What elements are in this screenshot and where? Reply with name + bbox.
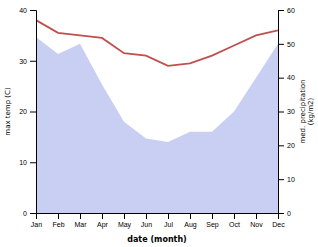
tick-label: 20 (287, 142, 295, 149)
tick-label: 40 (19, 7, 27, 14)
y2-axis: 0 10 20 30 40 50 60 (278, 7, 295, 217)
tick-label: Nov (250, 221, 263, 228)
tick-label: 30 (287, 108, 295, 115)
tick-mark (190, 213, 191, 219)
tick-mark (168, 213, 169, 219)
tick: Apr (97, 213, 109, 229)
tick-mark (30, 112, 36, 113)
tick-label: 0 (287, 210, 291, 217)
tick-mark (278, 179, 284, 180)
tick-mark (30, 10, 36, 11)
tick-mark (30, 213, 36, 214)
tick: Jun (141, 213, 152, 228)
axis-line (30, 11, 37, 214)
tick-label: May (118, 221, 132, 229)
tick-label: Jul (164, 221, 173, 228)
tick-label: Sep (206, 221, 219, 229)
tick: 40 (19, 7, 36, 14)
tick-label: Jun (141, 221, 152, 228)
tick-label: 30 (19, 57, 27, 64)
tick: 30 (278, 108, 295, 115)
tick-label: 50 (287, 41, 295, 48)
y2-axis-title-line: (kg/m2) (307, 97, 315, 125)
tick: 10 (278, 176, 295, 183)
tick-label: Aug (184, 221, 197, 229)
tick: Feb (52, 213, 64, 228)
tick: Jan (31, 213, 42, 228)
tick-label: 10 (287, 176, 295, 183)
tick-mark (102, 213, 103, 219)
tick-mark (212, 213, 213, 219)
precipitation-area (36, 37, 278, 213)
tick: Aug (184, 213, 197, 229)
plot: JanFebMarAprMayJunJulAugSepOctNovDec0102… (4, 7, 315, 244)
tick: Nov (250, 213, 263, 228)
tick: 30 (19, 57, 36, 64)
tick-mark (234, 213, 235, 219)
tick: 40 (278, 74, 295, 81)
tick: 20 (19, 108, 36, 115)
tick: 60 (278, 7, 295, 14)
axis-line (279, 11, 285, 214)
x-axis-title: date (month) (127, 235, 187, 244)
tick: Mar (74, 213, 87, 228)
tick: Sep (206, 213, 219, 229)
x-axis: Jan Feb Mar Apr May Jun Jul Aug Sep Oct Nov Dec (31, 213, 285, 229)
y2-axis-title: med. precipitation(kg/m2) (299, 79, 315, 143)
tick-mark (146, 213, 147, 219)
tick-label: Feb (52, 221, 64, 228)
tick-label: Jan (31, 221, 42, 228)
tick: Dec (272, 213, 285, 228)
tick-mark (278, 44, 284, 45)
tick-label: Oct (229, 221, 240, 228)
tick-mark (80, 213, 81, 219)
tick: 50 (278, 41, 295, 48)
temperature-line (36, 20, 278, 66)
tick-label: 40 (287, 74, 295, 81)
tick-mark (30, 61, 36, 62)
tick-mark (30, 162, 36, 163)
tick: 0 (278, 210, 291, 217)
axis-line (37, 214, 279, 220)
tick-mark (278, 78, 284, 79)
tick-label: Apr (97, 221, 109, 229)
tick: 0 (23, 210, 36, 217)
tick-mark (124, 213, 125, 219)
tick-label: Mar (74, 221, 87, 228)
tick-label: 10 (19, 159, 27, 166)
tick: 10 (19, 159, 36, 166)
tick-mark (278, 10, 284, 11)
tick-mark (278, 145, 284, 146)
tick-mark (256, 213, 257, 219)
tick-mark (278, 112, 284, 113)
y-axis-title: max temp (C) (4, 87, 12, 136)
tick-label: Dec (272, 221, 285, 228)
chart: JanFebMarAprMayJunJulAugSepOctNovDec0102… (0, 0, 318, 247)
tick-label: 60 (287, 7, 295, 14)
tick: May (118, 213, 132, 229)
tick-label: 20 (19, 108, 27, 115)
tick: 20 (278, 142, 295, 149)
tick: Oct (229, 213, 240, 228)
tick: Jul (164, 213, 173, 228)
y2-axis-title-line: med. precipitation (299, 79, 307, 143)
tick-mark (58, 213, 59, 219)
tick-label: 0 (23, 210, 27, 217)
tick-mark (278, 213, 284, 214)
y-axis: 0 10 20 30 40 (19, 7, 36, 217)
marks (36, 20, 278, 213)
